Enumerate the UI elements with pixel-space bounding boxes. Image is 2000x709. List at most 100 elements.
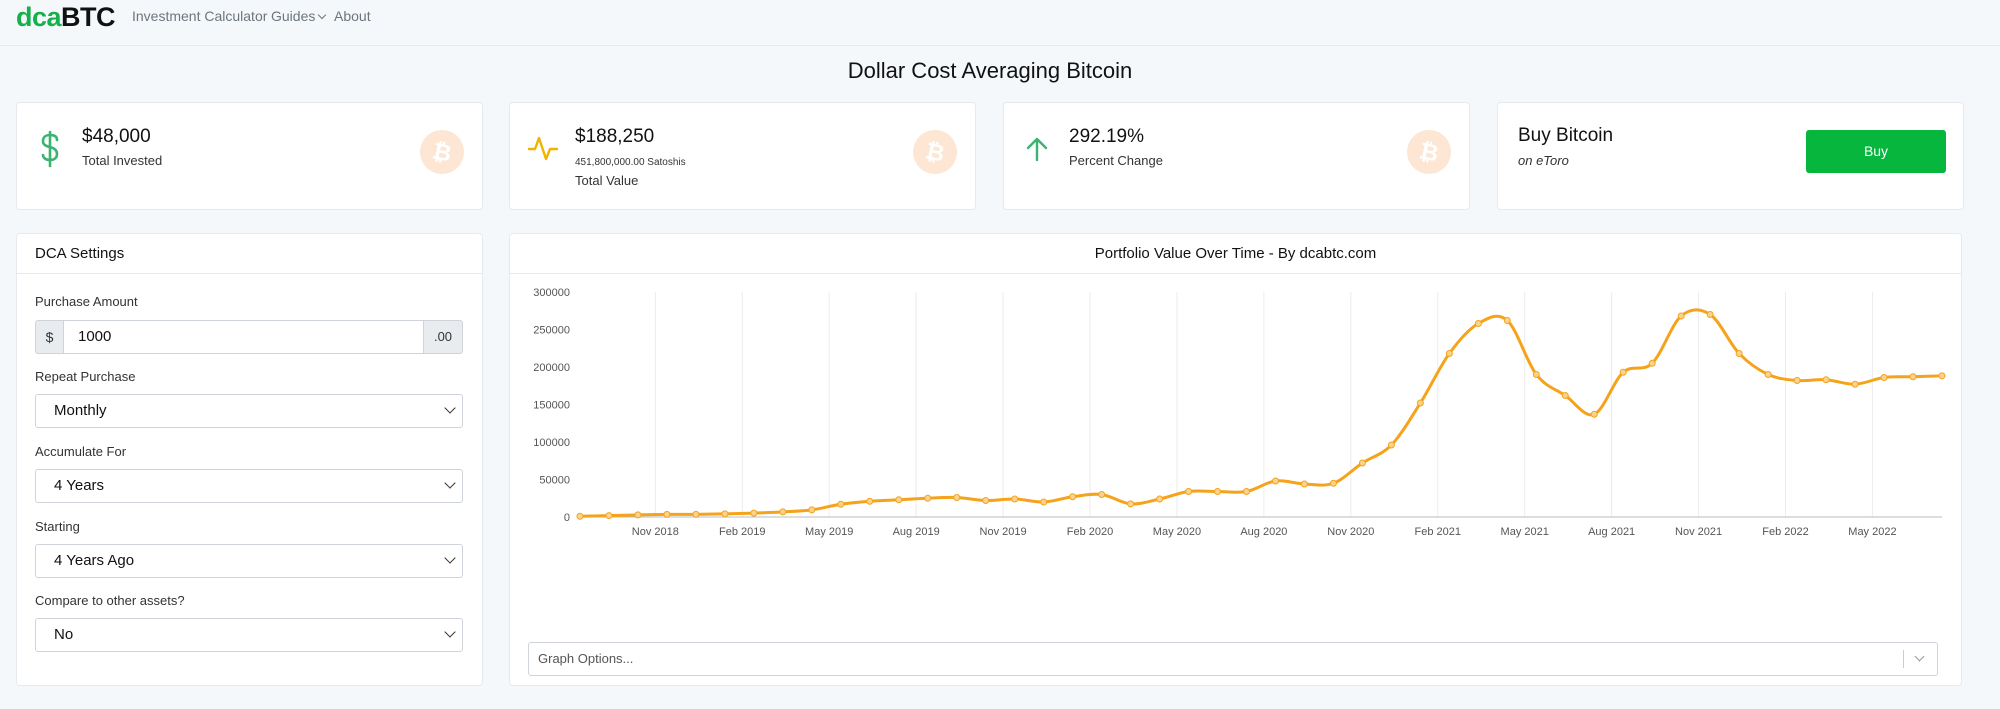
x-tick-label: Feb 2022 — [1762, 526, 1808, 538]
satoshis-amount: 451,800,000.00 Satoshis — [575, 157, 686, 168]
brand-logo[interactable]: dcaBTC — [16, 2, 116, 33]
data-point — [1387, 441, 1395, 449]
dca-settings-panel: DCA Settings Purchase Amount $ 1000 .00 … — [16, 233, 483, 686]
series-line-portfolio-value — [579, 308, 1943, 518]
data-point — [1185, 488, 1193, 495]
data-point — [1271, 477, 1279, 485]
y-tick-label: 150000 — [533, 400, 570, 412]
data-point — [1822, 376, 1830, 384]
data-point — [1040, 498, 1048, 506]
data-point — [1098, 491, 1106, 498]
nav-link-guides-label: Guides — [271, 8, 316, 24]
total-invested-card: $48,000 Total Invested ₿ — [16, 102, 483, 210]
repeat-purchase-label: Repeat Purchase — [35, 369, 136, 384]
data-point — [924, 494, 932, 502]
data-point — [1590, 410, 1598, 418]
purchase-amount-input[interactable]: 1000 — [63, 320, 424, 354]
purchase-amount-group: $ 1000 .00 — [35, 320, 463, 354]
data-point — [1648, 359, 1656, 367]
buy-button[interactable]: Buy — [1806, 130, 1946, 173]
data-point — [1880, 374, 1888, 381]
chevron-down-icon — [444, 402, 456, 414]
nav-link-investment-calculator[interactable]: Investment Calculator — [132, 8, 268, 24]
data-point — [1358, 459, 1366, 467]
repeat-purchase-value: Monthly — [54, 402, 107, 419]
accumulate-for-select[interactable]: 4 Years — [35, 469, 463, 503]
portfolio-value-chart: Nov 2018 Feb 2019 May 2019 Aug 2019 Nov 2019… — [533, 287, 1946, 538]
repeat-purchase-select[interactable]: Monthly — [35, 394, 463, 428]
data-point — [663, 510, 671, 518]
data-point — [1677, 312, 1685, 320]
total-value-amount: $188,250 — [575, 126, 655, 147]
dollar-icon — [41, 130, 59, 168]
page-title: Dollar Cost Averaging Bitcoin — [847, 58, 1133, 83]
compare-assets-label: Compare to other assets? — [35, 593, 185, 608]
data-point — [1069, 493, 1077, 501]
x-tick-label: Aug 2020 — [1240, 526, 1287, 538]
bitcoin-icon: ₿ — [913, 130, 957, 174]
chart-axes: Nov 2018 Feb 2019 May 2019 Aug 2019 Nov 2019… — [533, 287, 1942, 538]
buy-bitcoin-subtitle: on eToro — [1518, 153, 1569, 168]
x-tick-label: Feb 2019 — [719, 526, 765, 538]
logo-text-btc: BTC — [61, 2, 116, 32]
x-tick-label: Nov 2020 — [1327, 526, 1374, 538]
data-point — [1300, 480, 1308, 488]
x-tick-label: May 2021 — [1501, 526, 1549, 538]
dca-settings-title: DCA Settings — [17, 234, 482, 274]
accumulate-for-value: 4 Years — [54, 477, 105, 494]
data-point — [1532, 371, 1540, 378]
data-point — [634, 511, 642, 519]
chart-grid — [654, 292, 1873, 517]
graph-options-select[interactable]: Graph Options... — [528, 642, 1938, 676]
data-point — [1474, 320, 1482, 327]
total-value-card: $188,250 451,800,000.00 Satoshis Total V… — [509, 102, 976, 210]
data-point — [1793, 377, 1801, 384]
data-point — [692, 510, 700, 518]
data-point — [1214, 488, 1222, 495]
data-point — [779, 508, 787, 516]
x-tick-label: Nov 2019 — [980, 526, 1027, 538]
cents-suffix: .00 — [423, 320, 463, 354]
data-point — [1156, 495, 1164, 503]
data-point — [953, 494, 961, 501]
data-point — [605, 512, 613, 520]
y-tick-label: 50000 — [539, 475, 570, 487]
starting-label: Starting — [35, 519, 80, 534]
percent-change-label: Percent Change — [1069, 153, 1163, 168]
data-point — [1619, 368, 1627, 376]
compare-assets-select[interactable]: No — [35, 618, 463, 652]
starting-select[interactable]: 4 Years Ago — [35, 544, 463, 578]
data-point — [1909, 373, 1917, 381]
data-point — [721, 510, 729, 518]
data-point — [1938, 372, 1946, 380]
bitcoin-icon: ₿ — [420, 130, 464, 174]
y-tick-label: 200000 — [533, 362, 570, 374]
y-tick-label: 250000 — [533, 325, 570, 337]
purchase-amount-label: Purchase Amount — [35, 294, 138, 309]
data-point — [808, 506, 816, 514]
x-tick-label: Aug 2019 — [893, 526, 940, 538]
x-tick-label: Feb 2020 — [1067, 526, 1113, 538]
data-point — [1503, 317, 1511, 324]
data-point — [576, 512, 584, 520]
compare-assets-value: No — [54, 626, 74, 643]
nav-link-about[interactable]: About — [334, 8, 371, 24]
bitcoin-icon: ₿ — [1407, 130, 1451, 174]
bitcoin-glyph: ₿ — [430, 137, 454, 167]
nav-dropdown-guides[interactable]: Guides — [271, 8, 327, 24]
buy-bitcoin-title: Buy Bitcoin — [1518, 125, 1614, 146]
data-point — [1011, 495, 1019, 503]
chevron-down-icon — [444, 477, 456, 489]
portfolio-chart-panel: Portfolio Value Over Time - By dcabtc.co… — [509, 233, 1962, 686]
percent-change-value: 292.19% — [1069, 126, 1145, 147]
chart-title: Portfolio Value Over Time - By dcabtc.co… — [510, 234, 1961, 274]
top-navbar: dcaBTC Investment Calculator Guides Abou… — [0, 0, 2000, 46]
data-point — [982, 497, 990, 504]
bitcoin-glyph: ₿ — [1417, 137, 1441, 167]
activity-icon — [527, 136, 559, 161]
select-separator — [1903, 650, 1904, 668]
data-point — [1764, 371, 1772, 378]
chevron-down-icon — [444, 626, 456, 638]
y-tick-label: 300000 — [533, 287, 570, 299]
chevron-down-icon — [444, 552, 456, 564]
